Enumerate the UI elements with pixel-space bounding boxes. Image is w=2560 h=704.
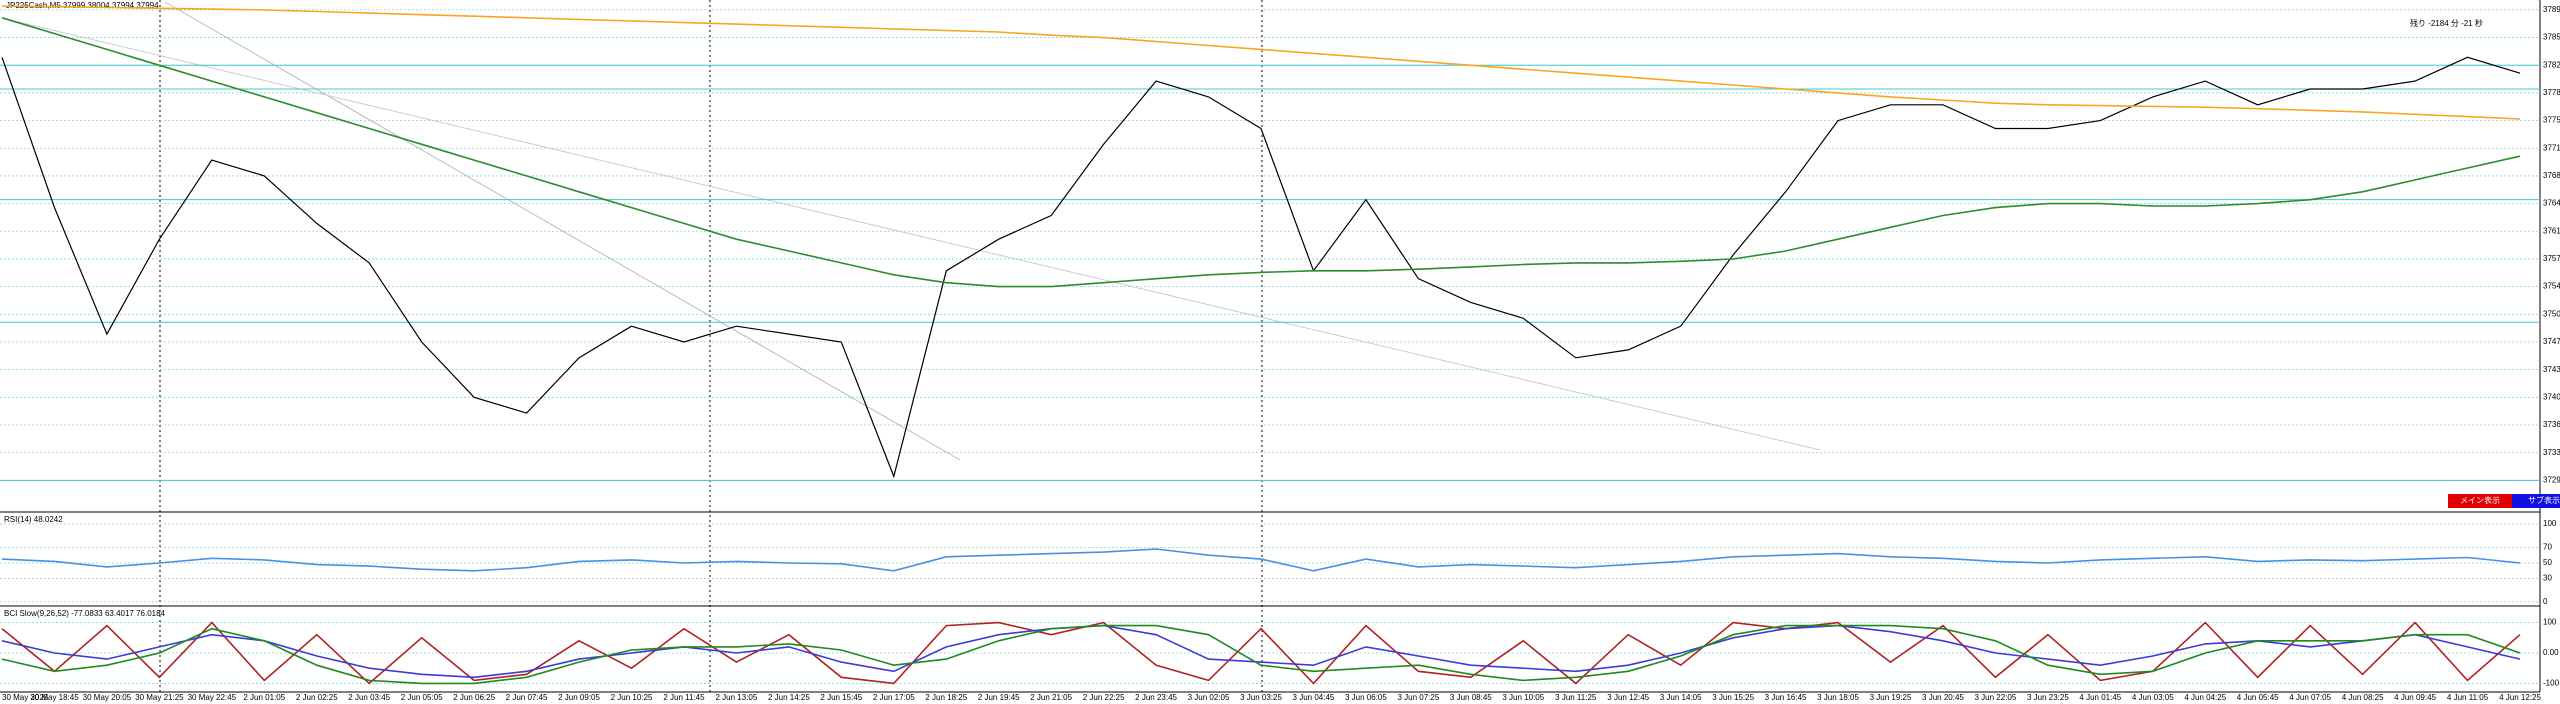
x-tick-label: 2 Jun 03:45 (348, 693, 390, 702)
x-tick-label: 3 Jun 06:05 (1345, 693, 1387, 702)
y-tick-label: 37575 (2543, 254, 2560, 263)
x-tick-label: 2 Jun 22:25 (1083, 693, 1125, 702)
x-tick-label: 30 May 2025 (2, 693, 49, 702)
x-tick-label: 2 Jun 10:25 (611, 693, 653, 702)
series-line (1, 56, 2521, 479)
x-tick-label: 4 Jun 08:25 (2342, 693, 2384, 702)
countdown: 残り -2184 分 -21 秒 (2410, 18, 2483, 28)
y-tick-label: 37470 (2543, 337, 2560, 346)
x-tick-label: 2 Jun 05:05 (401, 693, 443, 702)
x-tick-label: 3 Jun 20:45 (1922, 693, 1964, 702)
x-tick-label: 4 Jun 03:05 (2132, 693, 2174, 702)
y-tick-label: 37400 (2543, 392, 2560, 401)
x-tick-label: 4 Jun 11:05 (2447, 693, 2489, 702)
y-tick-label: 37715 (2543, 143, 2560, 152)
y-tick-label: 37330 (2543, 448, 2560, 457)
series-line (1, 621, 2521, 685)
main-button[interactable] (2448, 494, 2512, 508)
trendline (164, 1, 961, 461)
x-tick-label: 3 Jun 23:25 (2027, 693, 2069, 702)
x-tick-label: 3 Jun 07:25 (1397, 693, 1439, 702)
y-tick-label: 37750 (2543, 116, 2560, 125)
y-tick-label: 0 (2543, 597, 2548, 606)
x-tick-label: 3 Jun 02:05 (1188, 693, 1230, 702)
x-tick-label: 2 Jun 09:05 (558, 693, 600, 702)
x-tick-label: 30 May 20:05 (83, 693, 132, 702)
x-tick-label: 3 Jun 12:45 (1607, 693, 1649, 702)
y-tick-label: 0.00 (2543, 648, 2559, 657)
y-tick-label: 37645 (2543, 199, 2560, 208)
y-tick-label: 100 (2543, 618, 2557, 627)
x-tick-label: 30 May 18:45 (30, 693, 79, 702)
y-tick-label: 37820 (2543, 60, 2560, 69)
x-tick-label: 3 Jun 04:45 (1293, 693, 1335, 702)
y-tick-label: 37610 (2543, 226, 2560, 235)
x-tick-label: 3 Jun 03:25 (1240, 693, 1282, 702)
rsi-title: RSI(14) 48.0242 (4, 515, 63, 524)
x-tick-label: 3 Jun 16:45 (1765, 693, 1807, 702)
x-tick-label: 3 Jun 10:05 (1502, 693, 1544, 702)
series-line (1, 548, 2521, 572)
header: JP225Cash,M5 37999 38004 37994 37994 (6, 1, 159, 10)
series-line (1, 5, 2521, 120)
x-tick-label: 2 Jun 13:05 (716, 693, 758, 702)
x-tick-label: 2 Jun 11:45 (663, 693, 705, 702)
y-tick-label: 100 (2543, 519, 2557, 528)
x-tick-label: 2 Jun 02:25 (296, 693, 338, 702)
sub-button[interactable] (2512, 494, 2560, 508)
x-tick-label: 2 Jun 17:05 (873, 693, 915, 702)
x-tick-label: 4 Jun 09:45 (2394, 693, 2436, 702)
sub-button-label[interactable]: サブ表示 (2528, 495, 2560, 505)
y-tick-label: 37540 (2543, 282, 2560, 291)
series-line (1, 624, 2521, 685)
x-tick-label: 2 Jun 14:25 (768, 693, 810, 702)
x-tick-label: 2 Jun 19:45 (978, 693, 1020, 702)
x-tick-label: 4 Jun 12:25 (2499, 693, 2541, 702)
y-tick-label: 37680 (2543, 171, 2560, 180)
x-tick-label: 2 Jun 07:45 (506, 693, 548, 702)
y-tick-label: 37435 (2543, 365, 2560, 374)
x-tick-label: 4 Jun 05:45 (2237, 693, 2279, 702)
y-tick-label: 70 (2543, 543, 2552, 552)
x-tick-label: 3 Jun 14:05 (1660, 693, 1702, 702)
x-tick-label: 3 Jun 11:25 (1555, 693, 1597, 702)
x-tick-label: 3 Jun 15:25 (1712, 693, 1754, 702)
y-tick-label: 37785 (2543, 88, 2560, 97)
y-tick-label: 37505 (2543, 309, 2560, 318)
x-tick-label: 4 Jun 07:05 (2289, 693, 2331, 702)
main-button-label[interactable]: メイン表示 (2460, 495, 2500, 505)
trendline (9, 19, 1821, 451)
y-tick-label: 50 (2543, 558, 2552, 567)
x-tick-label: 4 Jun 04:25 (2184, 693, 2226, 702)
series-line (1, 624, 2521, 679)
y-tick-label: 37890 (2543, 5, 2560, 14)
y-tick-label: -100 (2543, 679, 2560, 688)
x-tick-label: 2 Jun 06:25 (453, 693, 495, 702)
bci-title: BCI Slow(9,26,52) -77.0833 63.4017 76.01… (4, 609, 166, 618)
x-tick-label: 2 Jun 18:25 (925, 693, 967, 702)
x-tick-label: 3 Jun 08:45 (1450, 693, 1492, 702)
series-line (1, 17, 2521, 288)
y-tick-label: 37295 (2543, 475, 2560, 484)
y-tick-label: 30 (2543, 574, 2552, 583)
x-tick-label: 2 Jun 15:45 (820, 693, 862, 702)
y-tick-label: 37365 (2543, 420, 2560, 429)
x-tick-label: 3 Jun 19:25 (1870, 693, 1912, 702)
x-tick-label: 30 May 21:25 (135, 693, 184, 702)
x-tick-label: 2 Jun 01:05 (243, 693, 285, 702)
x-tick-label: 3 Jun 22:05 (1975, 693, 2017, 702)
y-tick-label: 37855 (2543, 33, 2560, 42)
x-tick-label: 3 Jun 18:05 (1817, 693, 1859, 702)
x-tick-label: 30 May 22:45 (188, 693, 237, 702)
x-tick-label: 4 Jun 01:45 (2079, 693, 2121, 702)
x-tick-label: 2 Jun 21:05 (1030, 693, 1072, 702)
x-tick-label: 2 Jun 23:45 (1135, 693, 1177, 702)
